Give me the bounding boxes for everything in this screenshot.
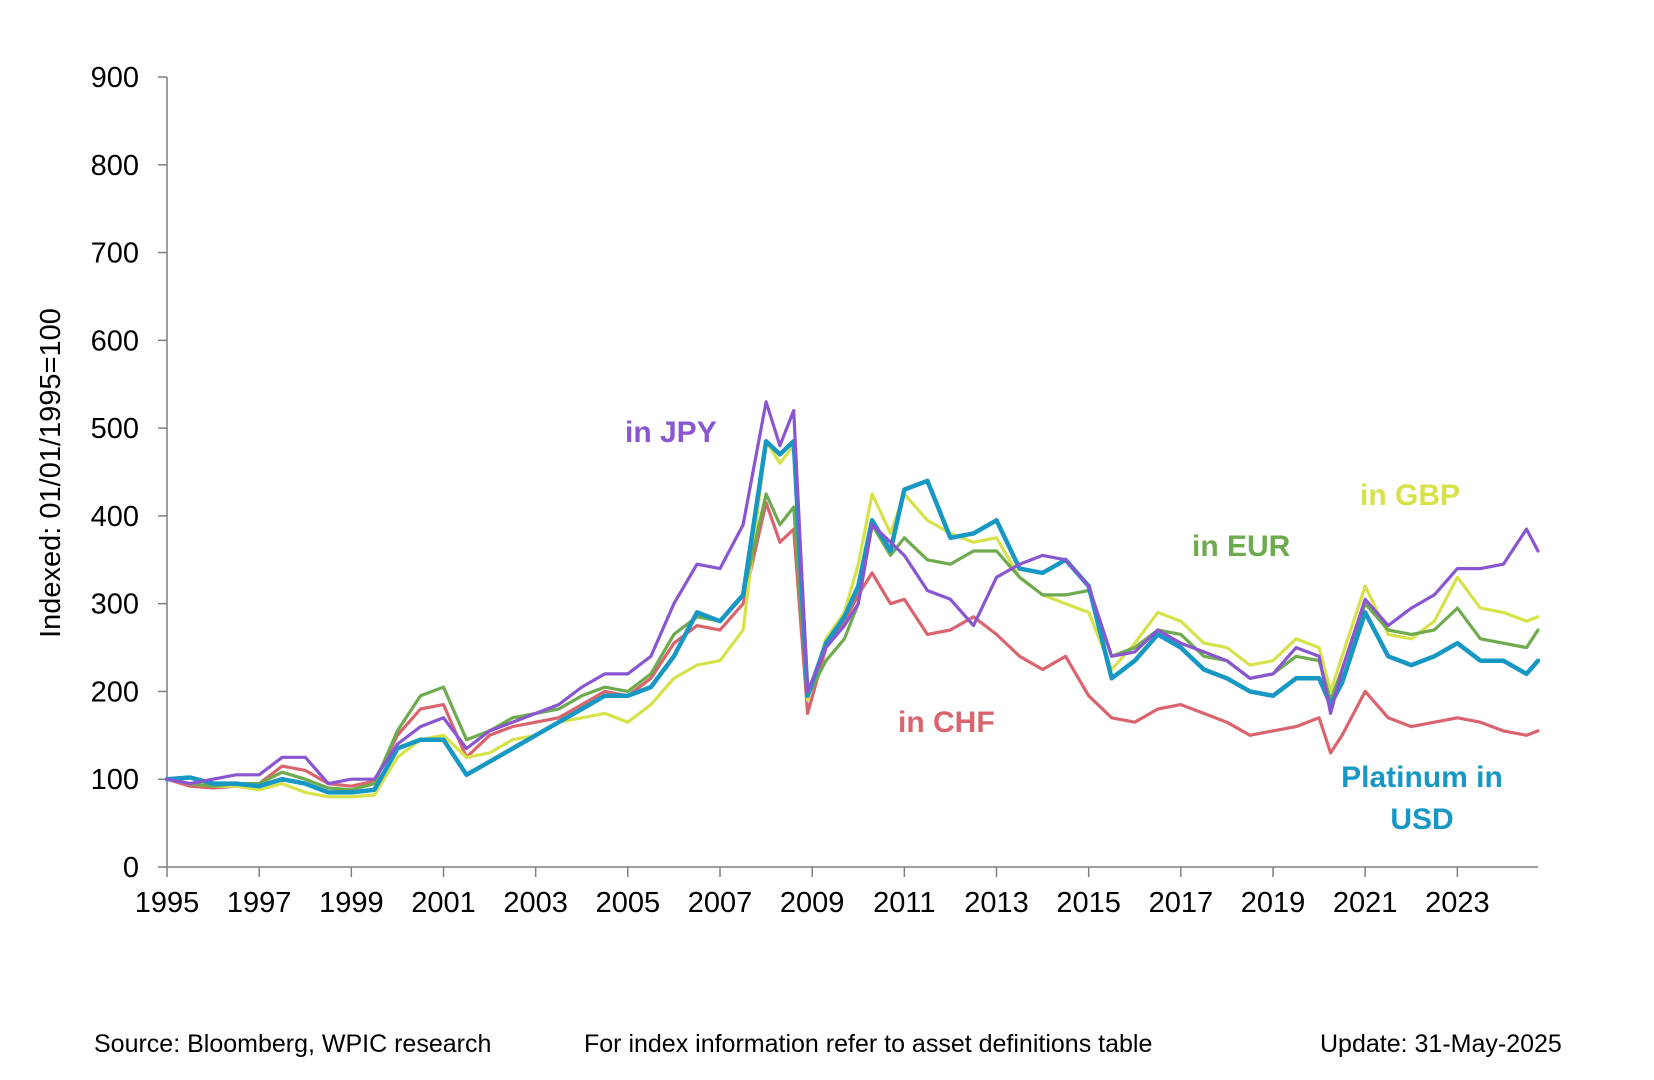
- x-tick-label: 2017: [1149, 887, 1214, 919]
- label-platinum-usd-line2: USD: [1390, 803, 1453, 836]
- y-tick-label: 400: [91, 501, 139, 533]
- x-tick-label: 2007: [688, 887, 753, 919]
- y-tick-label: 200: [91, 676, 139, 708]
- x-tick-label: 2019: [1241, 887, 1306, 919]
- y-axis: 0 100 200 300 400 500 600 700 800 900: [91, 62, 168, 884]
- footer-note: For index information refer to asset def…: [584, 1030, 1153, 1058]
- footer-source: Source: Bloomberg, WPIC research: [94, 1030, 492, 1058]
- x-axis: 1995 1997 1999 2001 2003 2005 2007 2009 2011 2013…: [135, 866, 1538, 919]
- x-tick-label: 2005: [596, 887, 661, 919]
- x-tick-label: 1999: [319, 887, 384, 919]
- x-tick-label: 2023: [1425, 887, 1490, 919]
- y-tick-label: 100: [91, 764, 139, 796]
- y-tick-label: 300: [91, 589, 139, 621]
- label-in-jpy: in JPY: [625, 416, 717, 449]
- y-tick-label: 500: [91, 413, 139, 445]
- y-tick-label: 800: [91, 150, 139, 182]
- label-in-gbp: in GBP: [1360, 479, 1460, 512]
- x-tick-label: 2021: [1333, 887, 1398, 919]
- label-in-chf: in CHF: [898, 706, 995, 739]
- x-tick-label: 2001: [411, 887, 476, 919]
- x-tick-label: 2011: [873, 887, 935, 919]
- footer-update: Update: 31-May-2025: [1320, 1030, 1562, 1058]
- x-tick-label: 1997: [227, 887, 292, 919]
- series-line-in-jpy: [165, 400, 1540, 786]
- x-tick-label: 2015: [1056, 887, 1121, 919]
- x-tick-label: 2013: [964, 887, 1029, 919]
- series-line-in-chf: [165, 501, 1540, 790]
- y-tick-label: 900: [91, 62, 139, 94]
- x-tick-label: 1995: [135, 887, 200, 919]
- y-tick-label: 600: [91, 325, 139, 357]
- series-line-in-gbp: [165, 439, 1540, 799]
- x-tick-label: 2009: [780, 887, 845, 919]
- y-tick-label: 700: [91, 238, 139, 270]
- series-line-platinum-in-usd: [164, 439, 1541, 795]
- y-tick-label: 0: [123, 852, 139, 884]
- series-lines: [164, 400, 1541, 799]
- label-in-eur: in EUR: [1192, 530, 1291, 563]
- label-platinum-usd-line1: Platinum in: [1341, 761, 1503, 794]
- y-axis-title: Indexed: 01/01/1995=100: [35, 308, 67, 638]
- x-tick-label: 2003: [503, 887, 568, 919]
- series-line-in-eur: [165, 492, 1540, 792]
